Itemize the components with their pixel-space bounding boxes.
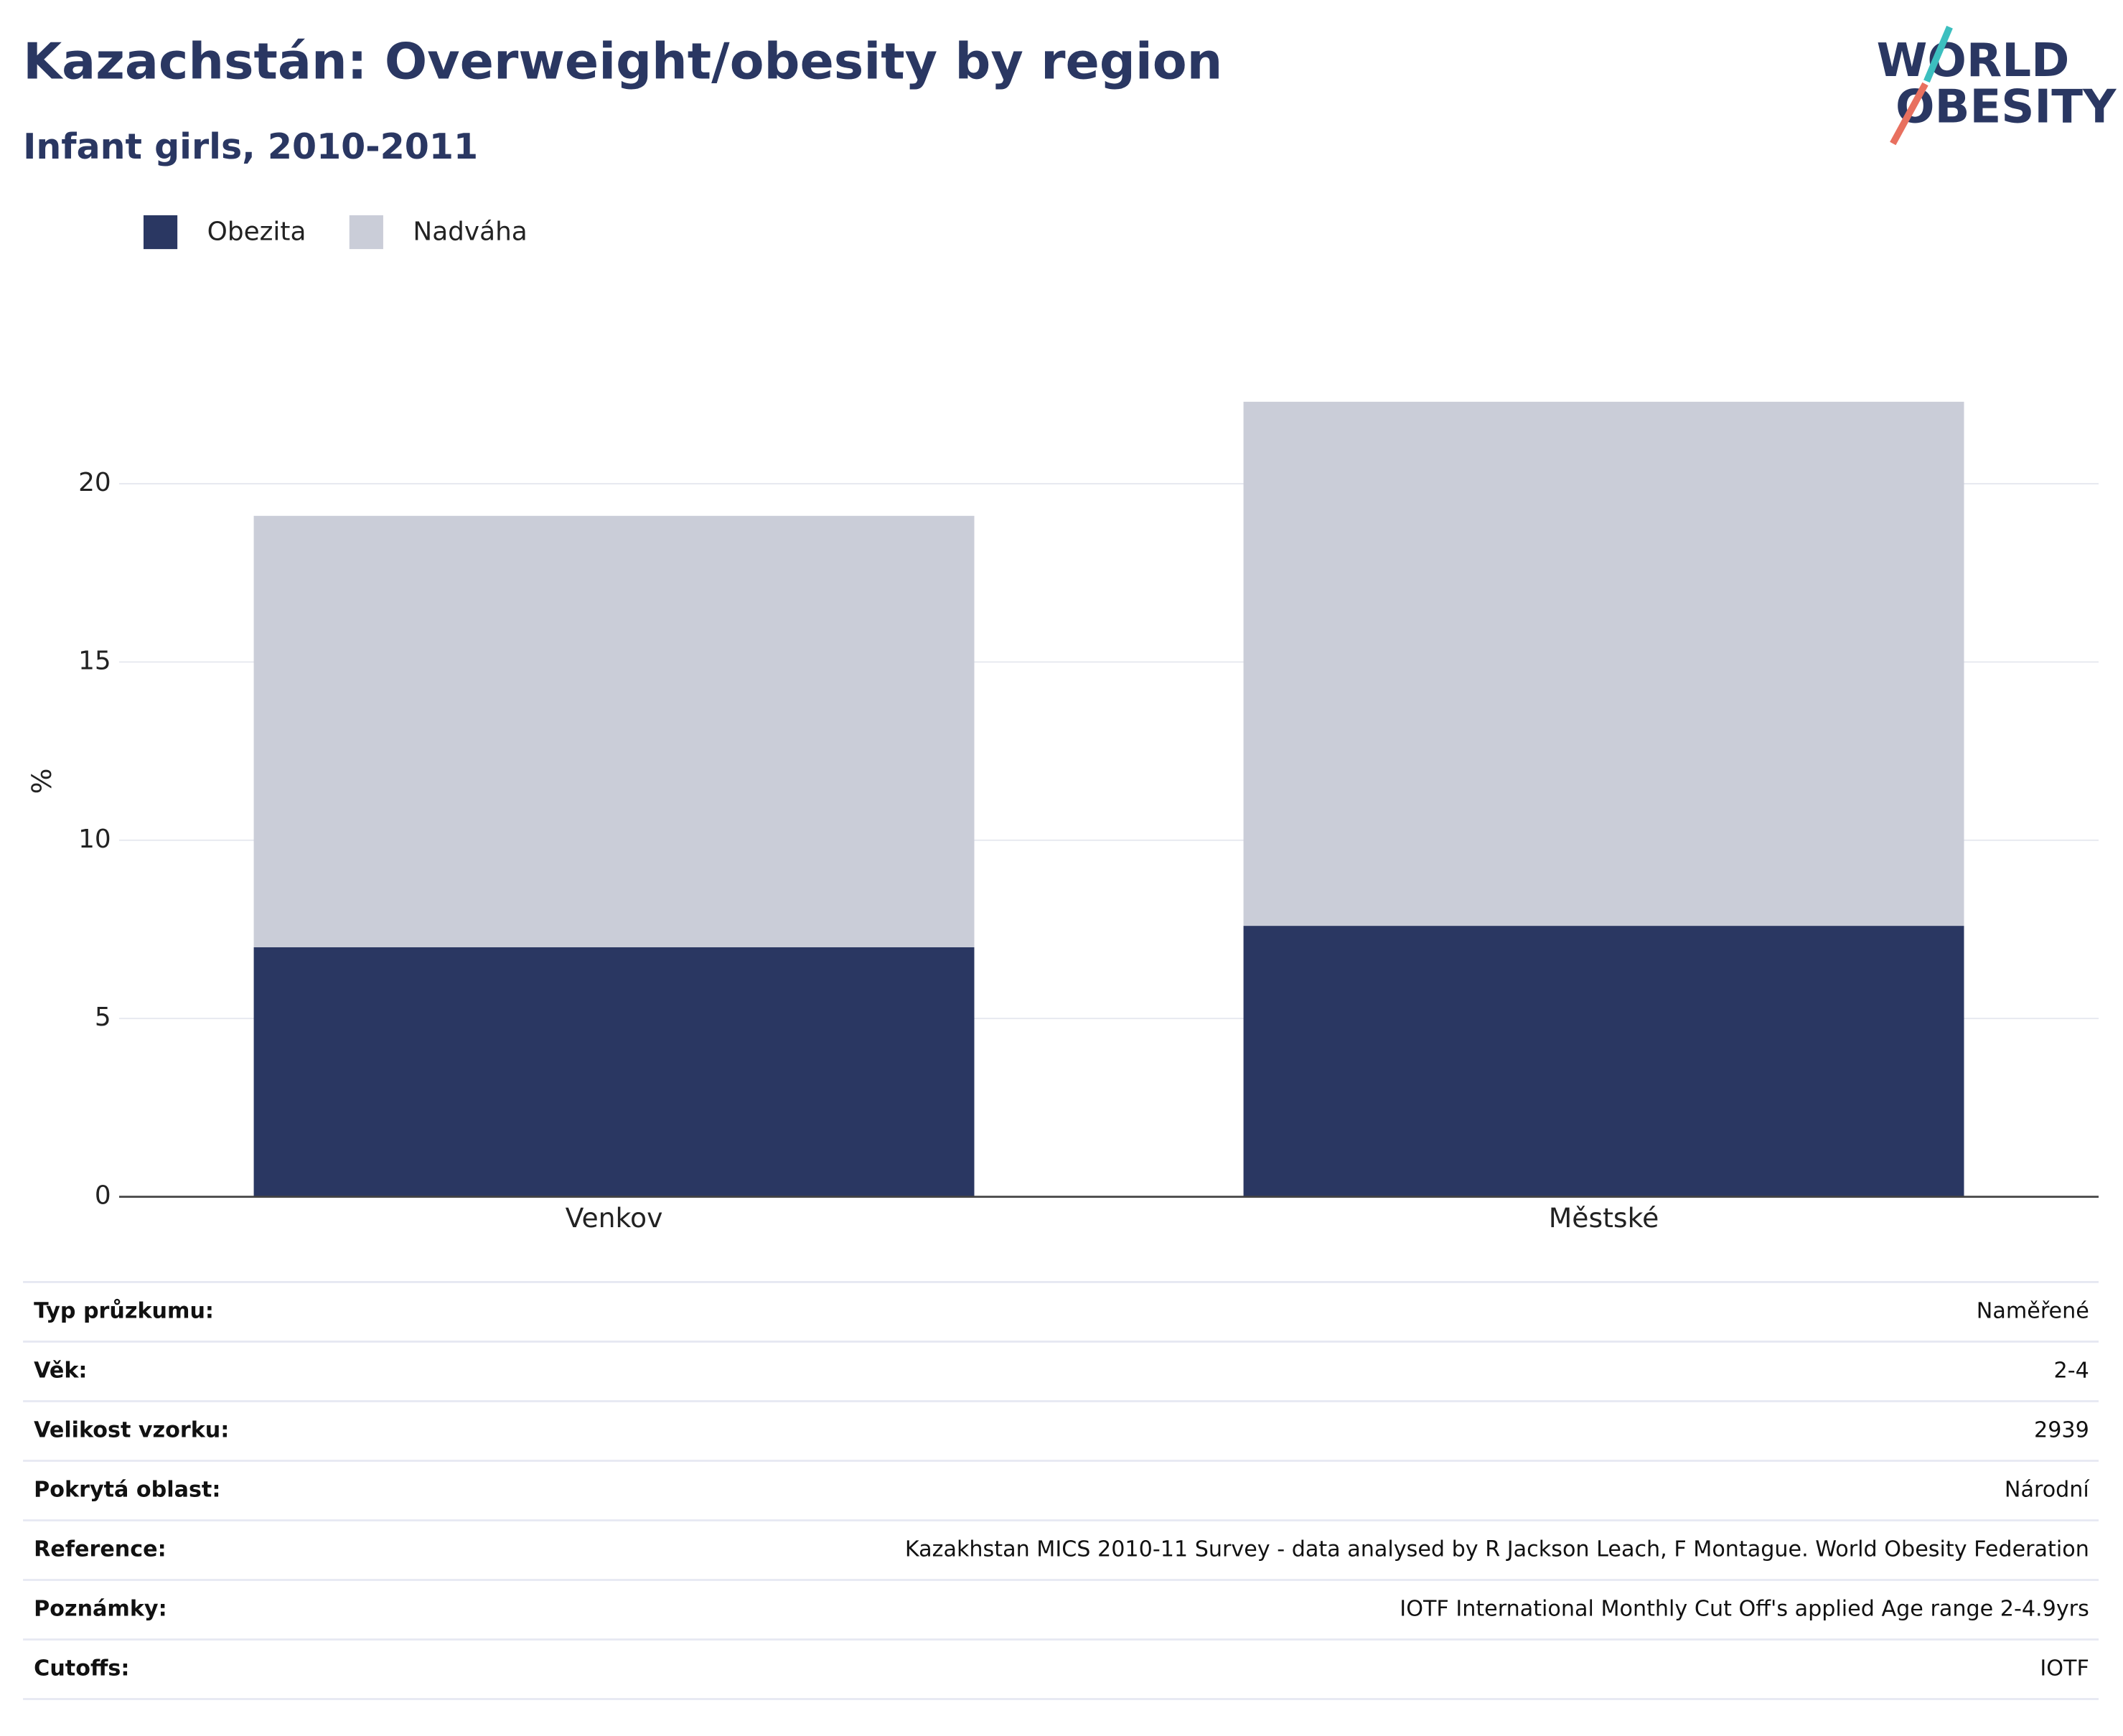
table-value: 2-4 [2054,1358,2089,1383]
legend-label: Nadváha [413,217,527,246]
table-key: Poznámky: [34,1596,167,1621]
table-key: Typ průzkumu: [34,1298,214,1323]
legend-swatch [143,215,178,250]
table-value: Národní [2005,1477,2091,1502]
legend-swatch [349,215,383,250]
table-value: IOTF [2040,1656,2089,1681]
y-tick-label: 0 [95,1181,111,1211]
y-axis-label: % [26,769,57,794]
bar-segment [253,947,975,1197]
table-value: Naměřené [1977,1298,2089,1323]
bar-segment [1243,401,1964,926]
logo-slash [1923,25,1953,83]
table-key: Reference: [34,1536,167,1562]
logo-text: WORLD [1877,34,2070,88]
table-value: Kazakhstan MICS 2010-11 Survey - data an… [905,1536,2089,1562]
logo-slash [1890,82,1928,146]
y-tick-label: 15 [78,646,111,675]
x-tick-label: Venkov [566,1202,663,1234]
y-tick-label: 5 [95,1003,111,1032]
legend-label: Obezita [207,217,306,246]
y-tick-label: 10 [78,825,111,854]
y-tick-label: 20 [78,468,111,497]
chart-title: Kazachstán: Overweight/obesity by region [23,33,1222,91]
bar-segment [253,515,975,947]
table-key: Velikost vzorku: [34,1417,229,1442]
table-value: 2939 [2034,1417,2089,1442]
chart-subtitle: Infant girls, 2010-2011 [23,126,478,167]
logo-text: OBESITY [1895,80,2117,133]
bar-segment [1243,926,1964,1197]
table-key: Cutoffs: [34,1656,129,1681]
table-key: Věk: [34,1358,87,1383]
x-tick-label: Městské [1549,1202,1659,1234]
table-key: Pokrytá oblast: [34,1477,220,1502]
table-value: IOTF International Monthly Cut Off's app… [1400,1596,2089,1621]
